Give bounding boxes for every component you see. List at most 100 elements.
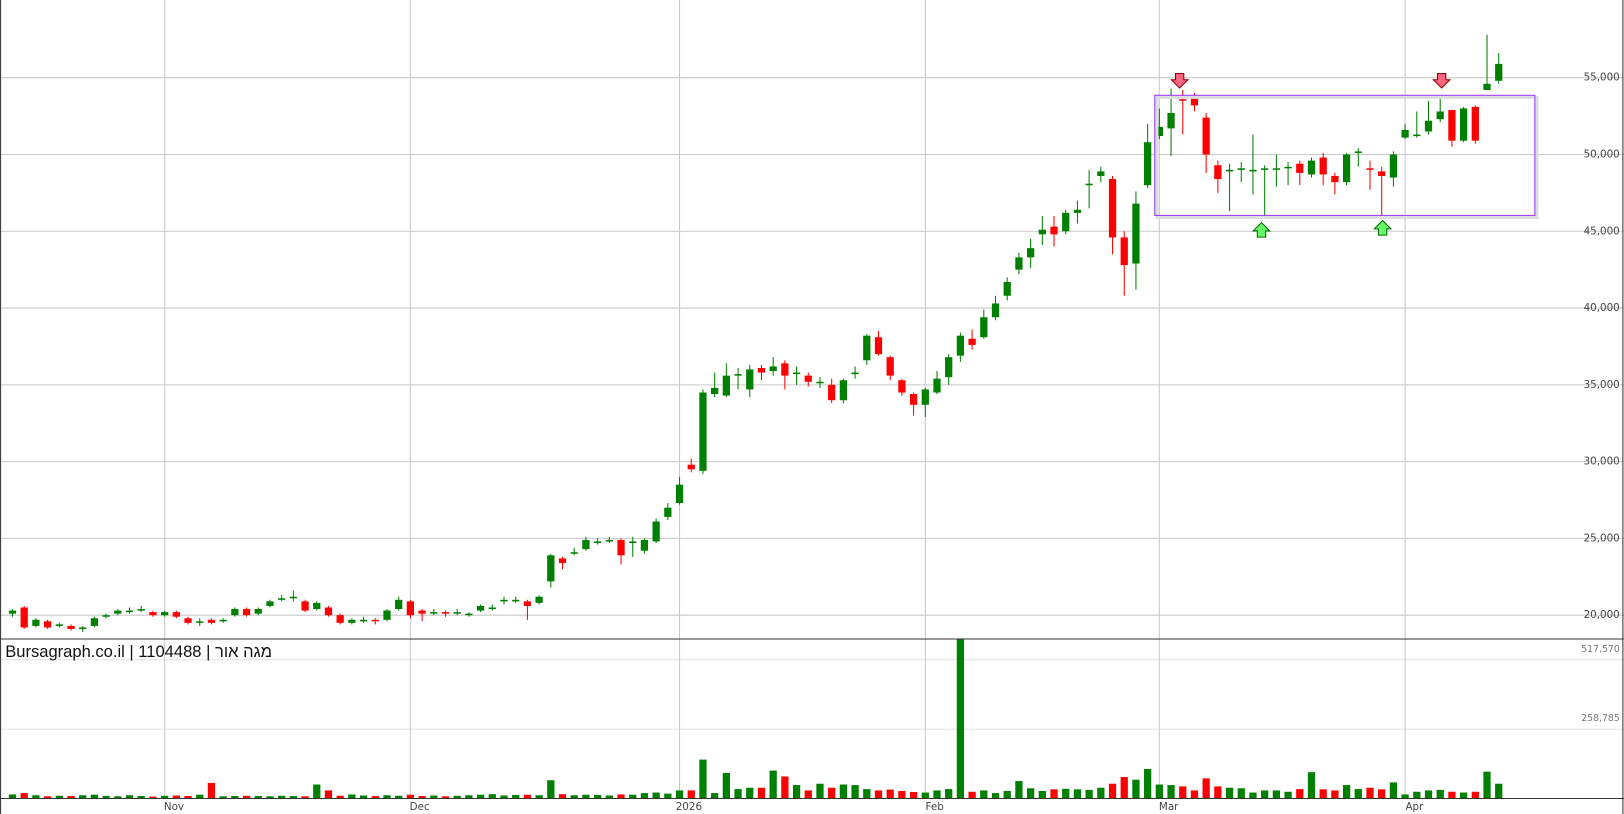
volume-bar xyxy=(1038,790,1046,799)
candle-body xyxy=(652,521,660,542)
volume-bar xyxy=(196,794,204,799)
candle-body xyxy=(196,621,204,623)
volume-bar xyxy=(1155,784,1163,799)
candle-body xyxy=(1202,117,1210,155)
candle-body xyxy=(1085,183,1093,186)
x-tick-label: 2026 xyxy=(676,801,702,813)
candle-body xyxy=(1448,109,1456,141)
buy-arrow xyxy=(1251,221,1271,238)
candle-body xyxy=(605,539,613,542)
candle-body xyxy=(1015,257,1023,270)
volume-bar xyxy=(1097,787,1105,799)
candle-body xyxy=(523,601,532,606)
volume-bar xyxy=(125,795,134,799)
candle-body xyxy=(359,619,368,622)
volume-bar xyxy=(1225,787,1234,799)
volume-bar xyxy=(617,794,625,799)
candle-body xyxy=(1319,157,1327,175)
volume-bar xyxy=(664,793,672,799)
candle-body xyxy=(465,613,473,616)
volume-bar xyxy=(1167,785,1175,799)
volume-bar xyxy=(594,794,602,799)
y-tick-label: 35,000 xyxy=(1584,379,1620,391)
candle-body xyxy=(1424,120,1433,132)
volume-bar xyxy=(816,783,824,799)
volume-bar xyxy=(1214,786,1222,799)
volume-bar xyxy=(313,784,321,799)
candle-body xyxy=(1436,111,1444,120)
volume-bar xyxy=(348,794,356,799)
volume-bar xyxy=(980,790,988,799)
candle-body xyxy=(863,335,871,361)
candle-body xyxy=(324,607,333,616)
candle-body xyxy=(629,541,637,544)
volume-bar xyxy=(1237,788,1245,799)
volume-tick-label: 517,570 xyxy=(1581,644,1620,655)
volume-bar xyxy=(500,795,508,799)
volume-bar xyxy=(1132,779,1140,799)
y-tick-label: 50,000 xyxy=(1584,148,1620,160)
candle-body xyxy=(1062,212,1070,232)
volume-bar xyxy=(711,793,719,799)
volume-bar xyxy=(1354,789,1362,799)
candle-body xyxy=(1132,203,1140,264)
volume-bar xyxy=(828,787,836,799)
volume-bar xyxy=(1459,792,1468,799)
candle-body xyxy=(1296,163,1304,173)
candle-body xyxy=(348,619,356,623)
volume-bar xyxy=(395,795,403,799)
candle-body xyxy=(886,357,894,376)
candle-body xyxy=(1261,168,1269,170)
candle-body xyxy=(231,609,239,616)
volume-bar xyxy=(1261,790,1269,799)
volume-bar xyxy=(1144,768,1152,799)
y-tick-label: 45,000 xyxy=(1584,225,1620,237)
candle-body xyxy=(1190,97,1199,106)
candle-body xyxy=(980,317,988,338)
volume-bar xyxy=(1073,789,1082,799)
volume-bar xyxy=(547,780,555,799)
candle-body xyxy=(1120,237,1128,266)
candle-body xyxy=(1038,229,1046,235)
candle-body xyxy=(20,607,28,628)
x-tick-label: Dec xyxy=(410,801,430,813)
candle-body xyxy=(184,618,192,623)
candle-body xyxy=(558,558,567,563)
candle-body xyxy=(67,625,75,629)
volume-bar xyxy=(1401,794,1409,799)
candle-body xyxy=(1495,63,1503,81)
volume-bar xyxy=(1366,787,1374,799)
volume-bar xyxy=(945,789,953,799)
candle-body xyxy=(242,609,251,616)
candle-body xyxy=(570,552,578,554)
volume-bar xyxy=(792,785,801,799)
volume-bar xyxy=(465,795,473,799)
volume-bar xyxy=(371,796,379,799)
volume-bar xyxy=(1483,771,1491,799)
candle-body xyxy=(535,596,543,603)
volume-bar xyxy=(1179,786,1187,799)
volume-bar xyxy=(640,793,649,799)
candle-body xyxy=(32,619,40,626)
candle-body xyxy=(781,363,789,376)
volume-bar xyxy=(8,794,17,799)
y-tick-label: 25,000 xyxy=(1584,532,1620,544)
volume-bar xyxy=(874,790,883,799)
candle-body xyxy=(769,366,777,372)
volume-bar xyxy=(1436,789,1444,799)
volume-bar xyxy=(863,789,871,799)
candle-body xyxy=(722,375,730,396)
volume-bar xyxy=(1120,777,1128,799)
volume-bar xyxy=(675,790,684,799)
volume-bar xyxy=(1424,790,1433,799)
candle-body xyxy=(1144,142,1152,186)
volume-bar xyxy=(687,790,695,799)
candle-body xyxy=(1050,226,1058,235)
candle-body xyxy=(1483,83,1491,90)
volume-bar xyxy=(207,782,216,799)
candle-body xyxy=(547,555,555,582)
volume-bar xyxy=(219,796,227,799)
candle-body xyxy=(441,612,450,614)
volume-bar xyxy=(1342,785,1351,799)
volume-bar xyxy=(535,795,543,799)
